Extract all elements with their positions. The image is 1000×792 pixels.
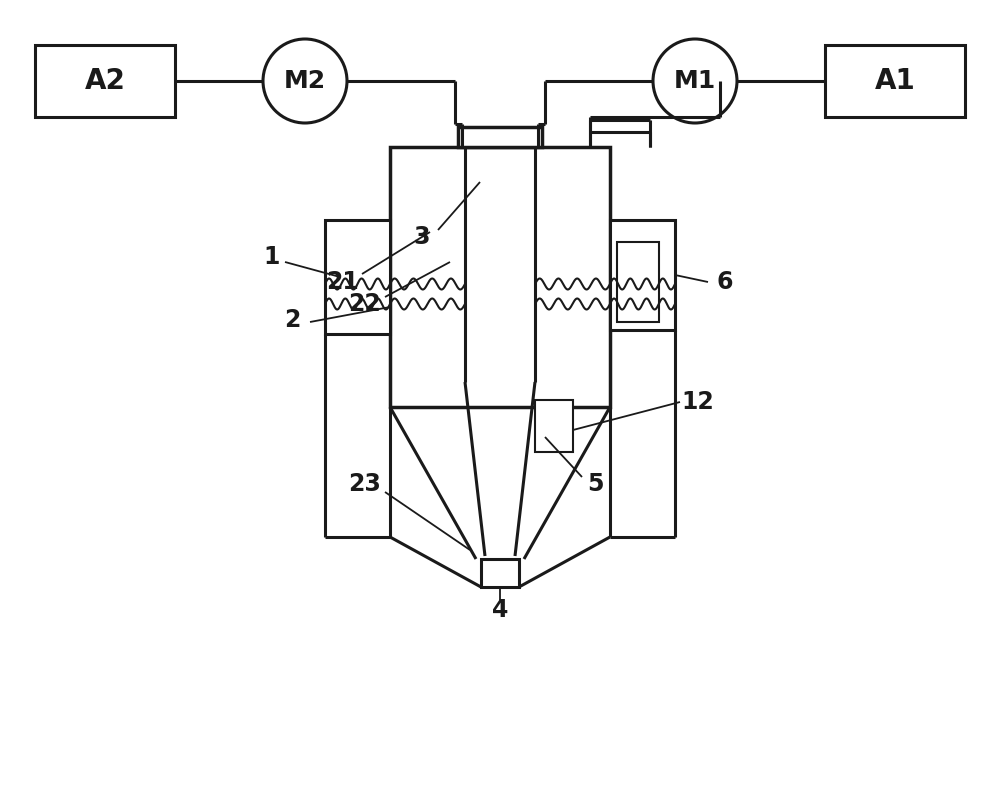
Text: 6: 6 [717,270,733,294]
Text: 3: 3 [414,225,430,249]
Text: 5: 5 [587,472,603,496]
Bar [458,127,542,147]
Circle shape [263,39,347,123]
Text: 4: 4 [492,598,508,622]
Text: A1: A1 [875,67,915,95]
Bar [481,559,519,587]
Bar [390,147,610,407]
Text: 1: 1 [264,245,280,269]
Bar [610,220,675,330]
Text: 23: 23 [349,472,381,496]
Text: M1: M1 [674,69,716,93]
Text: M2: M2 [284,69,326,93]
Bar [617,242,659,322]
Bar [35,45,175,117]
Text: 12: 12 [682,390,714,414]
Text: 22: 22 [349,292,381,316]
Text: A2: A2 [85,67,125,95]
Circle shape [653,39,737,123]
Bar [825,45,965,117]
Bar [535,400,573,452]
Text: 2: 2 [284,308,300,332]
Bar [325,220,390,334]
Text: 21: 21 [326,270,358,294]
